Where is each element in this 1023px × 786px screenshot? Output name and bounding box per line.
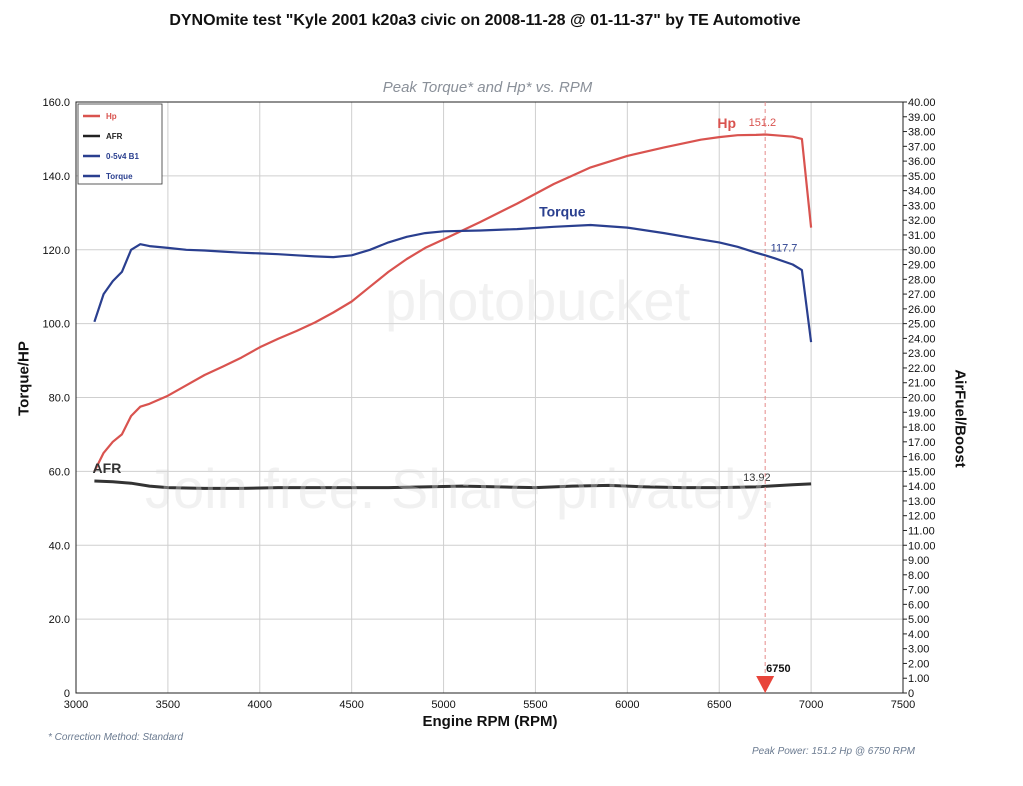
legend-entry: AFR [106,132,123,141]
y-right-tick-label: 38.00 [908,127,936,139]
y-right-tick-label: 14.00 [908,481,936,493]
x-tick-label: 4500 [339,699,363,711]
y-right-tick-label: 27.00 [908,289,936,301]
y-right-tick-label: 12.00 [908,511,936,523]
y-right-tick-label: 17.00 [908,437,936,449]
x-tick-label: 7000 [799,699,823,711]
y-right-tick-label: 32.00 [908,215,936,227]
legend-entry: Hp [106,112,117,121]
y-right-tick-label: 40.00 [908,97,936,109]
y-right-tick-label: 20.00 [908,393,936,405]
y-right-tick-label: 33.00 [908,200,936,212]
y-right-tick-label: 36.00 [908,156,936,168]
y-right-tick-label: 21.00 [908,378,936,390]
y-right-tick-label: 15.00 [908,466,936,478]
x-tick-label: 3000 [64,699,88,711]
chart-title: DYNOmite test "Kyle 2001 k20a3 civic on … [169,12,801,29]
y-right-tick-label: 6.00 [908,599,929,611]
chart-subtitle: Peak Torque* and Hp* vs. RPM [382,79,593,96]
chart-grid [75,101,904,694]
y-left-tick-label: 60.0 [49,466,70,478]
data-label: Torque [539,204,586,220]
y-right-tick-label: 30.00 [908,245,936,257]
y-right-tick-label: 26.00 [908,304,936,316]
y-left-tick-label: 120.0 [42,245,70,257]
x-tick-label: 3500 [156,699,180,711]
y-right-tick-label: 22.00 [908,363,936,375]
series-afr-line [94,479,812,490]
legend-box [77,103,163,185]
y-right-tick-label: 7.00 [908,585,929,597]
y-left-tick-label: 140.0 [42,171,70,183]
y-right-tick-label: 5.00 [908,614,929,626]
x-tick-label: 4000 [248,699,272,711]
y-right-tick-label: 25.00 [908,319,936,331]
legend-entry: Torque [106,172,133,181]
y-right-tick-label: 4.00 [908,629,929,641]
x-tick-label: 5500 [523,699,547,711]
y-left-tick-label: 100.0 [42,319,70,331]
y-left-tick-label: 20.0 [49,614,70,626]
y-left-tick-label: 0 [64,688,70,700]
y-right-tick-label: 13.00 [908,496,936,508]
y-right-tick-label: 3.00 [908,644,929,656]
y-right-tick-label: 29.00 [908,260,936,272]
y-right-tick-label: 8.00 [908,570,929,582]
series-torque-line [93,223,813,343]
y-right-tick-label: 31.00 [908,230,936,242]
y-right-tick-label: 1.00 [908,673,929,685]
correction-method-note: * Correction Method: Standard [48,732,184,743]
rpm-marker: 6750 [756,102,791,693]
y-right-tick-label: 23.00 [908,348,936,360]
series-hp-line [93,133,813,472]
watermark-top: photobucket [385,269,691,332]
data-label: 117.7 [771,243,798,255]
y-right-tick-label: 39.00 [908,112,936,124]
axis-ticks: 3000 3500 4000 4500 5000 5500 6000 6500 7000 7500… [42,97,935,711]
data-label: 13.92 [743,472,771,484]
chart-annotations: Hp 151.2 Torque 117.7 AFR 13.92 [93,115,798,484]
data-label: 151.2 [749,117,777,129]
y-right-tick-label: 19.00 [908,407,936,419]
y-right-tick-label: 2.00 [908,658,929,670]
y-left-tick-label: 40.0 [49,540,70,552]
y-right-tick-label: 10.00 [908,540,936,552]
x-tick-label: 7500 [891,699,915,711]
y-left-tick-label: 80.0 [49,393,70,405]
y-left-tick-label: 160.0 [42,97,70,109]
chart-series [93,133,813,490]
chart-legend: Hp AFR 0-5v4 B1 Torque [77,103,163,185]
legend-entry: 0-5v4 B1 [106,152,139,161]
y-right-tick-label: 37.00 [908,141,936,153]
y-right-tick-label: 24.00 [908,333,936,345]
peak-power-note: Peak Power: 151.2 Hp @ 6750 RPM [752,746,916,757]
watermark-middle: Join free. Share privately. [145,457,776,520]
y-right-tick-label: 35.00 [908,171,936,183]
y-right-tick-label: 18.00 [908,422,936,434]
x-tick-label: 5000 [431,699,455,711]
x-tick-label: 6500 [707,699,731,711]
x-axis-title: Engine RPM (RPM) [422,713,558,730]
y-right-tick-label: 9.00 [908,555,929,567]
y-right-tick-label: 16.00 [908,452,936,464]
y-right-tick-label: 11.00 [908,525,935,537]
rpm-marker-triangle [756,676,775,693]
rpm-marker-label: 6750 [766,663,790,675]
y-right-tick-label: 28.00 [908,274,936,286]
data-label: Hp [717,115,736,131]
x-tick-label: 6000 [615,699,639,711]
y-right-tick-label: 34.00 [908,186,936,198]
y-right-tick-label: 0 [908,688,914,700]
data-label: AFR [93,460,122,476]
